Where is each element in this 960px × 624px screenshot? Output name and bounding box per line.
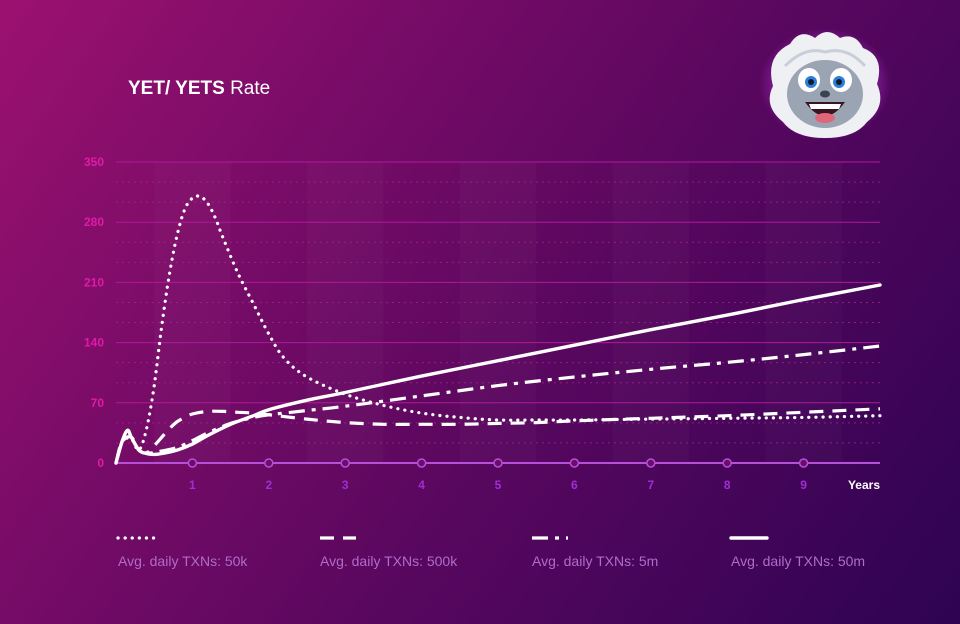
x-axis-label: Years <box>848 478 880 492</box>
y-tick-label: 0 <box>97 456 104 470</box>
y-tick-labels: 0 70 140 210 280 350 <box>84 155 104 470</box>
y-tick-label: 70 <box>91 396 105 410</box>
x-tick-label: 4 <box>418 478 425 492</box>
bg-band <box>154 162 230 463</box>
series-line-1 <box>114 407 881 464</box>
series-lines <box>114 194 882 465</box>
series-line-3 <box>114 283 882 465</box>
yeti-mascot-icon <box>755 26 895 151</box>
x-axis-marker <box>187 458 198 468</box>
x-axis <box>116 458 880 468</box>
x-axis-marker <box>798 458 809 468</box>
grid-lines <box>116 161 880 444</box>
x-tick-label: 6 <box>571 478 578 492</box>
x-tick-label: 7 <box>647 478 654 492</box>
chart-title: YET/ YETS Rate <box>128 78 270 100</box>
series-line-2 <box>114 344 881 464</box>
bg-band <box>460 162 536 463</box>
y-tick-label: 210 <box>84 275 104 289</box>
x-tick-labels: 1 2 3 4 5 6 7 8 9 <box>189 478 807 492</box>
chart-title-bold: YET/ YETS <box>128 78 225 99</box>
x-axis-marker <box>569 458 580 468</box>
x-tick-label: 3 <box>342 478 349 492</box>
x-tick-label: 8 <box>724 478 731 492</box>
series-line-0 <box>114 194 882 465</box>
x-axis-marker <box>722 458 732 468</box>
x-axis-marker <box>493 458 503 468</box>
x-axis-marker <box>264 458 274 468</box>
x-tick-label: 9 <box>800 478 807 492</box>
x-axis-marker <box>416 458 427 468</box>
x-tick-label: 2 <box>265 478 272 492</box>
x-axis-marker <box>646 458 656 468</box>
y-tick-label: 350 <box>84 155 104 169</box>
y-tick-label: 280 <box>84 215 104 229</box>
y-tick-label: 140 <box>84 336 104 350</box>
legend-label-50k: Avg. daily TXNs: 50k <box>118 553 248 569</box>
bg-band <box>307 162 383 463</box>
x-axis-marker <box>340 458 350 468</box>
x-tick-label: 5 <box>495 478 502 492</box>
legend-label-5m: Avg. daily TXNs: 5m <box>532 553 659 569</box>
chart-title-rest: Rate <box>230 78 271 99</box>
legend-label-50m: Avg. daily TXNs: 50m <box>731 553 866 569</box>
legend-label-500k: Avg. daily TXNs: 500k <box>320 553 458 569</box>
x-tick-label: 1 <box>189 478 196 492</box>
